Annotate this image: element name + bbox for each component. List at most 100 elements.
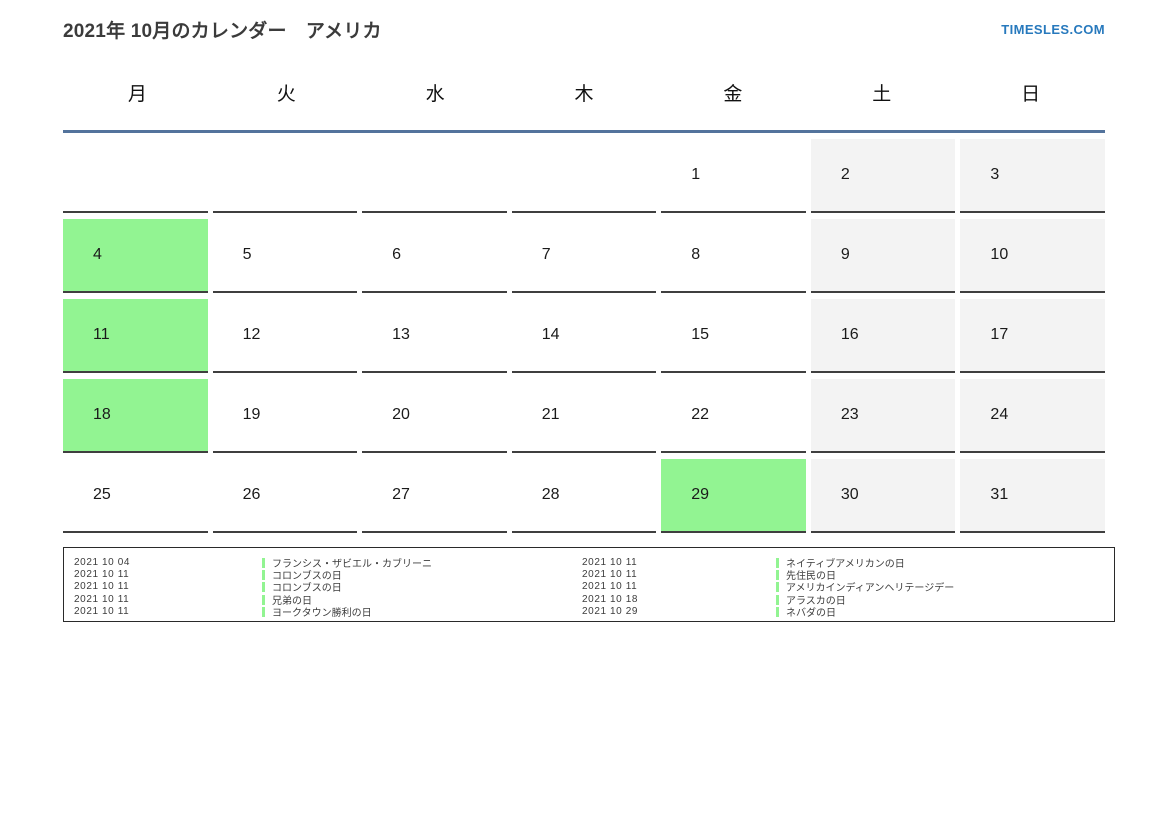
day-cell-7: 7: [511, 219, 657, 293]
day-number: 4: [93, 246, 102, 263]
day-cell-2: 2: [810, 139, 956, 213]
legend-date: 2021 10 11: [74, 606, 130, 618]
legend-date: 2021 10 29: [582, 606, 639, 618]
day-cell-21: 21: [511, 379, 657, 453]
day-cell-17: 17: [960, 299, 1105, 373]
holiday-tick-icon: [776, 570, 779, 581]
holiday-tick-icon: [776, 607, 779, 618]
day-cell-29: 29: [661, 459, 806, 533]
weekday-header-土: 土: [872, 84, 892, 105]
holiday-tick-icon: [262, 607, 265, 618]
day-number: 16: [840, 326, 859, 343]
day-cell-13: 13: [362, 299, 507, 373]
day-number: 22: [691, 406, 710, 423]
holiday-tick-icon: [262, 557, 265, 568]
legend-holiday-name: ヨークタウン勝利の日: [262, 604, 582, 619]
topbar: 2021年 10月のカレンダー アメリカ TIMESLES.COM: [0, 0, 1169, 44]
legend-date: 2021 10 18: [582, 593, 639, 605]
day-number: 5: [242, 246, 252, 263]
weekday-header-row: 月火水木金土日: [63, 80, 1105, 133]
day-cell-1: 1: [661, 139, 806, 213]
day-cell-8: 8: [661, 219, 806, 293]
calendar-grid: 1 2 3 4 5 6 7 8 9 10 11 12 13 14 15 16 17 18 19 20 21 22 23 24 2…: [63, 133, 1105, 533]
legend-date: 2021 10 11: [582, 556, 638, 568]
day-number: 29: [691, 486, 710, 503]
day-cell-31: 31: [960, 459, 1105, 533]
legend-holiday-name: アメリカインディアンヘリテージデー: [776, 579, 1114, 594]
day-number: 23: [840, 406, 859, 423]
day-cell-27: 27: [362, 459, 507, 533]
day-number: 13: [392, 326, 410, 343]
day-cell-5: 5: [212, 219, 358, 293]
weekday-header-木: 木: [574, 84, 594, 105]
legend-date: 2021 10 04: [74, 556, 131, 568]
day-cell-10: 10: [960, 219, 1105, 293]
day-number: 21: [541, 406, 560, 423]
page-title: 2021年 10月のカレンダー アメリカ: [63, 21, 382, 42]
legend-holiday-name: ネイティブアメリカンの日: [776, 555, 1114, 570]
legend-holiday-name: 先住民の日: [776, 567, 1114, 582]
day-number: 27: [392, 486, 410, 503]
holiday-tick-icon: [262, 570, 265, 581]
legend-date: 2021 10 11: [582, 581, 638, 593]
day-cell-23: 23: [810, 379, 956, 453]
holiday-legend: 2021 10 04 フランシス・ザビエル・カブリーニ 2021 10 11 ネイティ…: [63, 547, 1115, 622]
day-number: 18: [93, 406, 111, 423]
day-cell-12: 12: [212, 299, 358, 373]
weekday-header-月: 月: [127, 84, 147, 105]
weekday-header-水: 水: [425, 84, 445, 105]
day-cell-empty: [362, 139, 507, 213]
day-number: 14: [541, 326, 560, 343]
legend-holiday-name: アラスカの日: [776, 592, 1114, 607]
brand-link[interactable]: TIMESLES.COM: [1001, 22, 1105, 37]
legend-date: 2021 10 11: [74, 569, 130, 581]
day-cell-26: 26: [212, 459, 358, 533]
day-number: 8: [691, 246, 701, 263]
day-cell-11: 11: [63, 299, 208, 373]
day-cell-4: 4: [63, 219, 208, 293]
holiday-tick-icon: [262, 582, 265, 593]
holiday-tick-icon: [262, 594, 265, 605]
day-cell-18: 18: [63, 379, 208, 453]
legend-holiday-name: ネバダの日: [776, 604, 1114, 619]
day-number: 17: [990, 326, 1009, 343]
holiday-tick-icon: [776, 594, 779, 605]
legend-holiday-name: コロンブスの日: [262, 567, 582, 582]
day-cell-22: 22: [661, 379, 806, 453]
legend-holiday-name: コロンブスの日: [262, 579, 582, 594]
day-number: 20: [392, 406, 410, 423]
day-cell-14: 14: [511, 299, 657, 373]
day-cell-24: 24: [960, 379, 1105, 453]
day-number: 12: [242, 326, 261, 343]
legend-date: 2021 10 11: [74, 593, 130, 605]
day-number: 25: [93, 486, 111, 503]
day-cell-empty: [511, 139, 657, 213]
calendar: 月火水木金土日 1 2 3 4 5 6 7 8 9 10 11 12 13 14 15 16 17 18 19 20 2…: [63, 80, 1105, 533]
day-number: 3: [990, 166, 1000, 183]
day-cell-20: 20: [362, 379, 507, 453]
day-cell-30: 30: [810, 459, 956, 533]
legend-holiday-name: 兄弟の日: [262, 592, 582, 607]
day-cell-28: 28: [511, 459, 657, 533]
legend-date: 2021 10 11: [74, 581, 130, 593]
day-number: 2: [840, 166, 850, 183]
legend-date: 2021 10 11: [582, 569, 638, 581]
day-number: 6: [392, 246, 402, 263]
weekday-header-日: 日: [1021, 84, 1041, 105]
holiday-tick-icon: [776, 557, 779, 568]
day-number: 31: [990, 486, 1009, 503]
day-number: 19: [242, 406, 261, 423]
day-cell-9: 9: [810, 219, 956, 293]
day-cell-empty: [212, 139, 358, 213]
day-cell-19: 19: [212, 379, 358, 453]
day-cell-6: 6: [362, 219, 507, 293]
day-number: 10: [990, 246, 1009, 263]
day-number: 26: [242, 486, 261, 503]
day-cell-16: 16: [810, 299, 956, 373]
day-cell-empty: [63, 139, 208, 213]
day-number: 7: [541, 246, 551, 263]
weekday-header-火: 火: [276, 84, 296, 105]
legend-holiday-name: フランシス・ザビエル・カブリーニ: [262, 555, 582, 570]
day-number: 24: [990, 406, 1009, 423]
day-number: 30: [840, 486, 859, 503]
